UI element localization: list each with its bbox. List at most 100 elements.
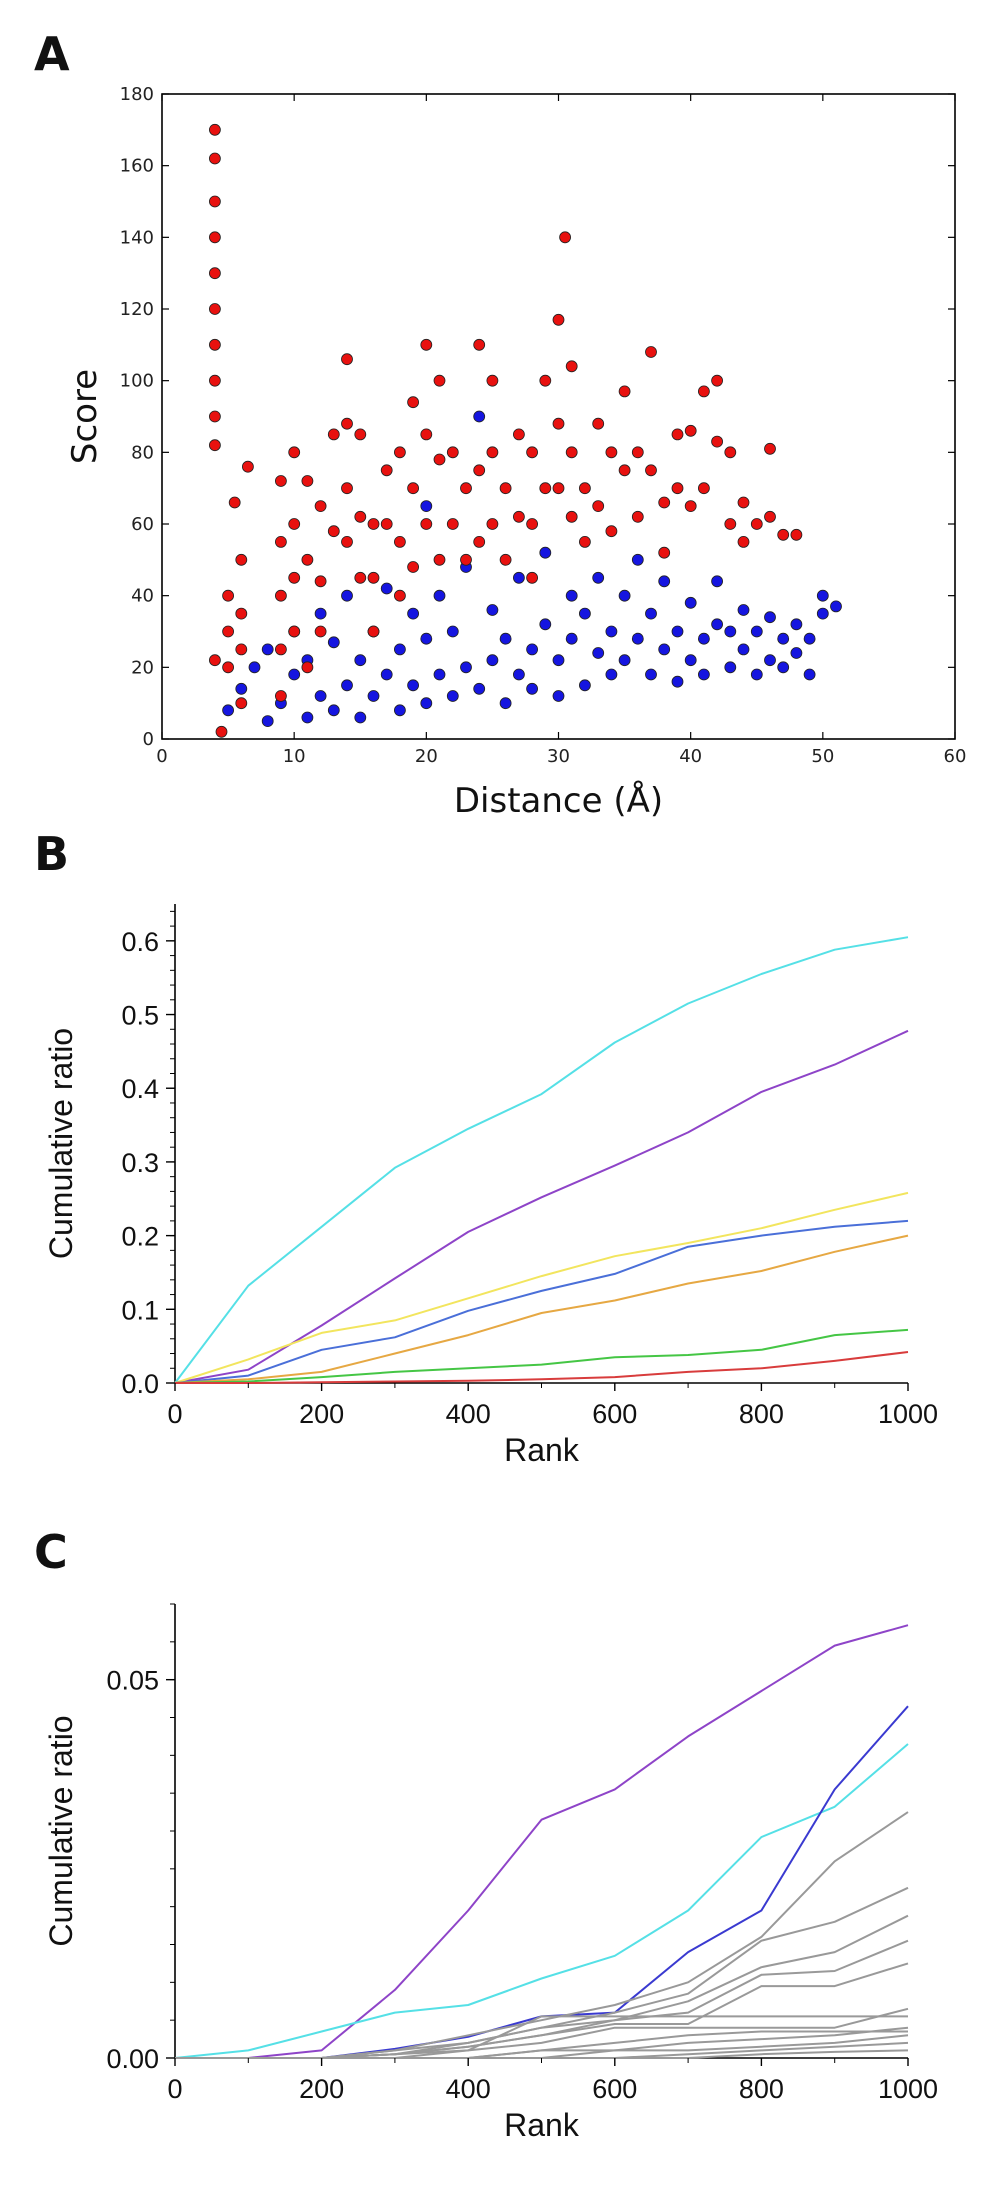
y-tick-label: 0.00 [106,2044,159,2074]
x-tick-label: 600 [592,1399,637,1429]
scatter-point [645,346,657,358]
x-axis-label-a: Distance (Å) [454,780,663,821]
series-line-6 [175,1351,909,1384]
panel-label-c: C [34,1525,68,1579]
scatter-point [420,697,433,710]
scatter-point [579,679,591,692]
x-tick-label: 800 [739,2074,784,2104]
scatter-point [565,510,578,523]
scatter-point [645,668,657,681]
scatter-point [684,424,697,437]
scatter-point [301,661,314,674]
scatter-point [684,500,697,513]
scatter-point [552,313,565,326]
scatter-point [830,600,842,613]
scatter-point [274,690,287,702]
scatter-point [803,632,816,645]
scatter-point [684,654,697,667]
scatter-point [724,518,737,530]
scatter-point [777,528,790,541]
series-line-4 [174,1234,909,1384]
scatter-point [208,374,221,387]
scatter-point [631,632,644,645]
scatter-point [579,536,591,548]
scatter-point [473,410,486,423]
scatter-point [526,518,538,530]
scatter-point [367,571,380,584]
scatter-point [354,428,367,441]
x-tick-label: 400 [446,2074,491,2104]
x-tick-label: 200 [299,2074,344,2104]
chart-b-line: 0 200 400 600 800 1000 0.0 0.1 0.2 0.3 0.4 0.5 0.6 Ra… [43,904,938,1468]
scatter-point [241,460,254,473]
scatter-point [433,453,446,466]
scatter-point [764,654,776,667]
scatter-point [592,500,605,513]
panel-label-b: B [34,827,69,881]
y-tick-label-a: 0 [143,729,154,750]
y-tick-label: 0.6 [121,927,159,957]
scatter-point [314,575,327,588]
x-tick-label-a: 20 [415,746,438,767]
scatter-point [274,643,287,656]
y-tick-label-a: 180 [120,84,154,105]
scatter-point [314,500,327,513]
scatter-point [790,647,803,659]
scatter-point [711,618,723,631]
scatter-point [327,525,340,538]
scatter-point [737,496,750,509]
scatter-point [274,536,287,548]
scatter-point [228,496,241,509]
scatter-point [724,625,737,638]
scatter-point [645,464,657,477]
y-tick-label-a: 100 [120,371,154,392]
scatter-point [658,643,671,656]
scatter-point [803,668,816,681]
scatter-point [367,518,380,530]
series-line-0 [175,1624,909,2059]
panel-label-a: A [34,27,70,81]
x-tick-label: 1000 [878,2074,938,2104]
scatter-point [393,589,406,602]
scatter-point [764,510,776,523]
scatter-point [301,475,314,487]
scatter-point [658,496,671,509]
scatter-point [552,482,565,495]
scatter-point [407,561,420,573]
scatter-point [605,625,618,638]
scatter-point [565,589,578,602]
scatter-point [750,518,763,530]
scatter-point [446,446,459,459]
scatter-point [737,536,750,548]
x-tick-label-a: 50 [811,746,834,767]
y-tick-label-a: 60 [131,514,154,535]
series-line-5 [174,1328,909,1384]
scatter-point [208,231,221,244]
scatter-point [288,446,301,459]
y-axis-label-a: Score [65,369,105,464]
scatter-point [407,679,420,692]
scatter-point [790,618,803,631]
scatter-point [764,442,776,455]
scatter-point [618,464,631,477]
scatter-point [208,410,221,423]
series-line-3 [174,1219,909,1384]
y-tick-label: 0.3 [121,1148,159,1178]
scatter-point [314,607,327,620]
x-tick-label: 200 [299,1399,344,1429]
y-tick-label: 0.2 [121,1222,159,1252]
scatter-point [684,596,697,609]
scatter-point [301,711,314,724]
scatter-point [499,632,512,645]
x-tick-label: 1000 [878,1399,938,1429]
scatter-point [288,668,301,681]
scatter-point [592,571,605,584]
scatter-point [724,446,737,459]
scatter-point [737,604,750,616]
scatter-point [341,536,353,548]
scatter-point [658,546,671,559]
y-tick-label-a: 20 [131,657,154,678]
scatter-point [235,697,248,710]
scatter-point [407,396,420,409]
